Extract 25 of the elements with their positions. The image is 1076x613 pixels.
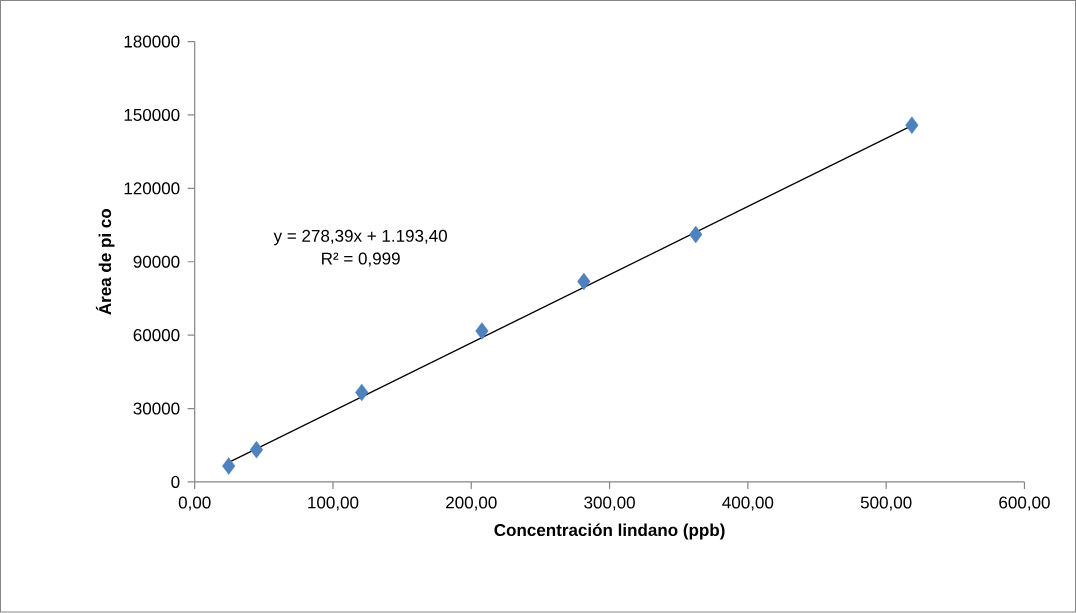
x-tick-label: 500,00 — [860, 496, 912, 511]
y-tick-label: 30000 — [133, 402, 180, 415]
x-tick-label: 100,00 — [308, 496, 359, 511]
x-tick-label: 400,00 — [722, 496, 774, 511]
point — [577, 273, 591, 291]
point — [905, 116, 919, 135]
point — [689, 226, 703, 244]
y-tick-label: 0 — [171, 476, 180, 489]
y-tick-label: 120000 — [124, 182, 180, 195]
x-tick-label: 600,00 — [999, 496, 1050, 511]
point — [475, 322, 489, 340]
point — [222, 457, 236, 475]
x-tick-label: 300,00 — [584, 496, 635, 511]
x-tick-label: 0,00 — [178, 496, 211, 511]
y-axis-title: Área de pi co — [95, 209, 115, 315]
point — [249, 441, 264, 459]
y-tick-label: 90000 — [133, 255, 180, 268]
point — [355, 383, 369, 402]
x-tick-label: 200,00 — [446, 496, 497, 511]
y-tick-label: 150000 — [124, 109, 180, 122]
annotation: R² = 0,999 — [322, 252, 400, 267]
x-axis-title: Concentración lindano (ppb) — [494, 523, 725, 540]
annotation: y = 278,39x + 1.193,40 — [273, 230, 447, 246]
y-tick-label: 60000 — [133, 329, 180, 342]
y-tick-label: 180000 — [124, 35, 180, 48]
